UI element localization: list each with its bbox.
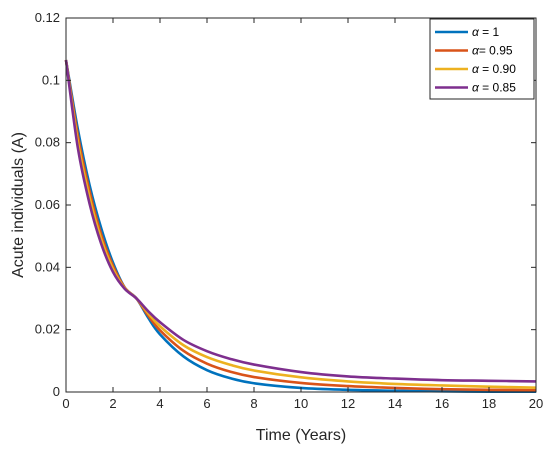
legend-alpha-symbol: α xyxy=(472,81,480,95)
legend-label-1: α= 0.95 xyxy=(472,44,513,58)
legend-alpha-symbol: α xyxy=(472,62,480,76)
legend-label-2: α = 0.90 xyxy=(472,62,516,76)
legend-value: = 0.95 xyxy=(479,44,513,58)
y-tick-label: 0.12 xyxy=(35,10,60,25)
x-tick-label: 4 xyxy=(156,396,163,411)
y-tick-label: 0.08 xyxy=(35,135,60,150)
x-tick-label: 8 xyxy=(250,396,257,411)
legend-alpha-symbol: α xyxy=(472,25,480,39)
series-line-3 xyxy=(64,59,537,383)
x-tick-label: 14 xyxy=(388,396,402,411)
x-tick-label: 16 xyxy=(435,396,449,411)
x-tick-label: 12 xyxy=(341,396,355,411)
x-tick-label: 20 xyxy=(529,396,543,411)
y-tick-label: 0.04 xyxy=(35,259,60,274)
series-line-1 xyxy=(64,59,537,392)
legend-value: = 1 xyxy=(479,25,500,39)
x-tick-label: 18 xyxy=(482,396,496,411)
y-tick-label: 0.02 xyxy=(35,322,60,337)
legend-label-0: α = 1 xyxy=(472,25,500,39)
series-line-2 xyxy=(64,59,537,389)
y-tick-label: 0 xyxy=(53,384,60,399)
x-tick-label: 0 xyxy=(62,396,69,411)
x-axis-ticks: 0 2 4 6 8 10 12 14 16 18 20 xyxy=(62,18,543,411)
x-tick-label: 10 xyxy=(294,396,308,411)
y-tick-label: 0.1 xyxy=(42,72,60,87)
y-tick-label: 0.06 xyxy=(35,197,60,212)
series-line-0 xyxy=(64,59,537,394)
y-axis-label: Acute individuals (A) xyxy=(10,132,27,278)
y-axis-ticks: 0 0.02 0.04 0.06 0.08 0.1 0.12 xyxy=(35,10,536,399)
plot-curves xyxy=(64,59,537,394)
legend-value: = 0.90 xyxy=(479,62,516,76)
x-axis-label: Time (Years) xyxy=(256,427,346,444)
legend-alpha-symbol: α xyxy=(472,44,480,58)
legend: α = 1α= 0.95α = 0.90α = 0.85 xyxy=(429,18,535,100)
x-tick-label: 6 xyxy=(203,396,210,411)
legend-value: = 0.85 xyxy=(479,81,516,95)
legend-label-3: α = 0.85 xyxy=(472,81,516,95)
x-tick-label: 2 xyxy=(109,396,116,411)
